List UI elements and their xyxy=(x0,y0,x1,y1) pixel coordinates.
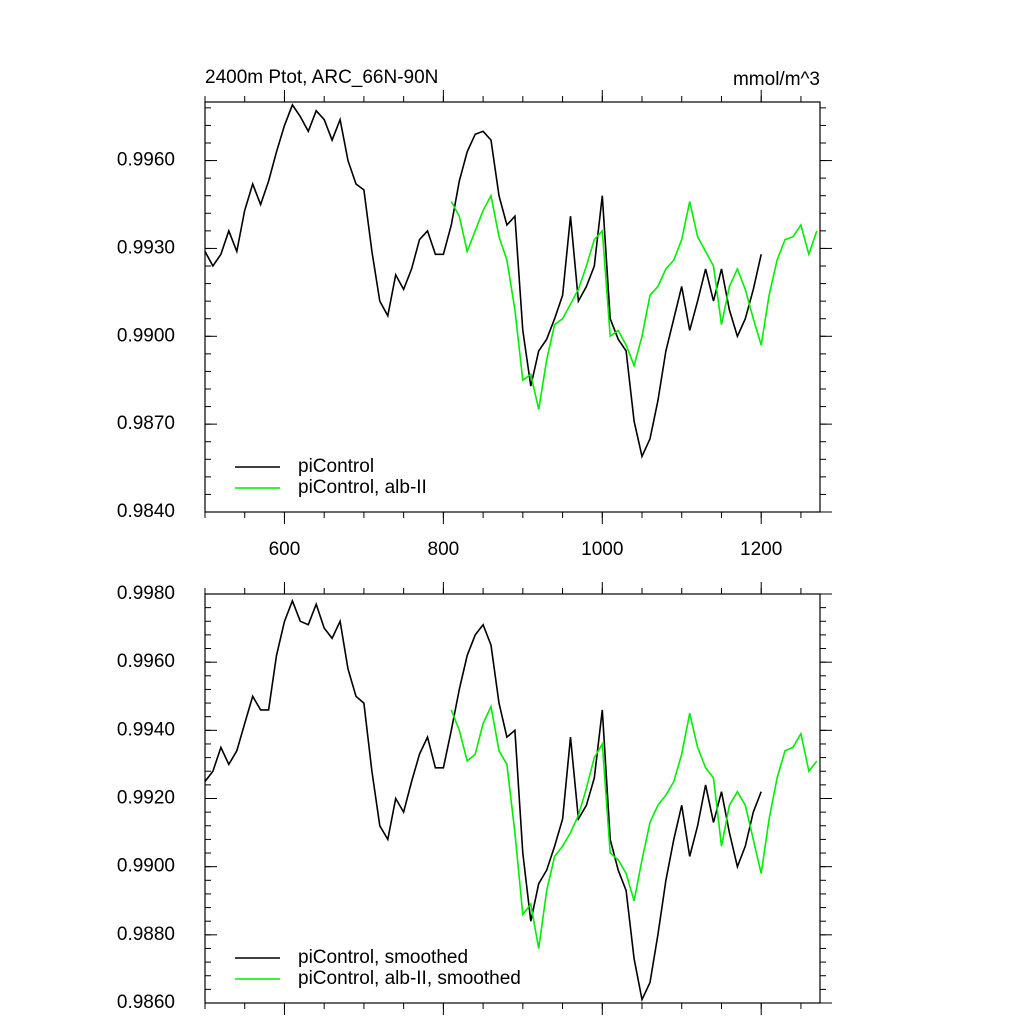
legend-label: piControl xyxy=(298,456,374,477)
y-tick-label: 0.9920 xyxy=(117,788,175,809)
y-tick-label: 0.9880 xyxy=(117,924,175,945)
units-label: mmol/m^3 xyxy=(733,69,820,90)
x-tick-label: 1200 xyxy=(740,539,782,560)
legend-label: piControl, alb-II xyxy=(298,477,427,498)
y-tick-label: 0.9900 xyxy=(117,325,175,346)
chart-title: 2400m Ptot, ARC_66N-90N xyxy=(205,67,438,88)
y-tick-label: 0.9870 xyxy=(117,413,175,434)
legend-label: piControl, alb-II, smoothed xyxy=(298,968,521,989)
series-line xyxy=(204,103,762,459)
x-tick-label: 1000 xyxy=(581,539,623,560)
y-tick-label: 0.9980 xyxy=(117,583,175,604)
plot-frame xyxy=(204,593,821,1004)
y-tick-label: 0.9900 xyxy=(117,856,175,877)
y-tick-label: 0.9860 xyxy=(117,992,175,1013)
y-tick-label: 0.9960 xyxy=(117,651,175,672)
x-tick-label: 600 xyxy=(269,539,301,560)
y-tick-label: 0.9940 xyxy=(117,719,175,740)
series-line xyxy=(450,703,818,949)
legend-label: piControl, smoothed xyxy=(298,947,468,968)
y-tick-label: 0.9930 xyxy=(117,237,175,258)
plot-frame xyxy=(204,101,821,513)
y-tick-label: 0.9960 xyxy=(117,150,175,171)
x-tick-label: 800 xyxy=(428,539,460,560)
y-tick-label: 0.9840 xyxy=(117,501,175,522)
series-line xyxy=(204,598,762,1003)
series-line xyxy=(450,193,818,410)
